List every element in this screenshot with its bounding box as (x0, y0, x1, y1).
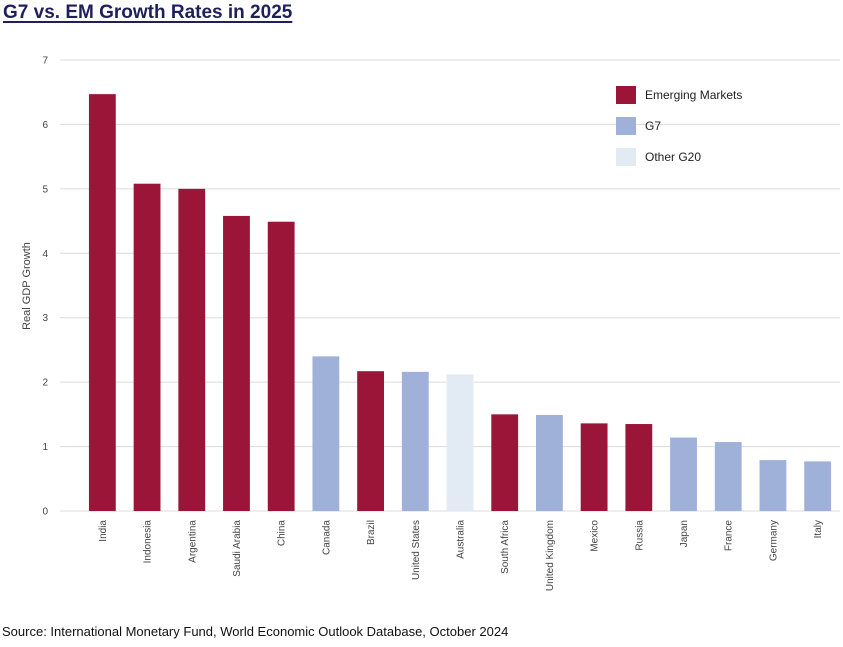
x-tick-label: France (724, 520, 735, 552)
bar (804, 461, 832, 511)
x-tick-label: Argentina (187, 520, 198, 563)
x-tick-label: Russia (634, 520, 645, 551)
x-tick-label: Indonesia (143, 520, 154, 564)
legend-swatch (616, 117, 636, 135)
x-tick-label: United States (411, 520, 422, 580)
bar (401, 371, 429, 511)
bars (88, 94, 832, 512)
x-tick-label: Australia (456, 520, 467, 559)
x-tick-label: Canada (321, 520, 332, 555)
x-tick-label: China (277, 520, 288, 547)
x-tick-label: India (98, 520, 109, 542)
y-tick-label: 7 (42, 56, 48, 67)
bar-chart: 0 1 2 3 4 5 6 7 Real GDP Growth India Indonesia A… (21, 56, 840, 592)
bar (714, 442, 742, 511)
y-tick-label: 4 (42, 249, 48, 260)
x-tick-label: Brazil (366, 520, 377, 545)
y-tick-label: 3 (42, 313, 48, 324)
y-tick-label: 6 (42, 120, 48, 131)
bar (88, 94, 116, 511)
bar (178, 188, 206, 511)
bar (133, 183, 161, 511)
y-axis: 0 1 2 3 4 5 6 7 (42, 56, 48, 518)
legend-label: Emerging Markets (645, 88, 742, 102)
x-tick-label: Germany (768, 520, 779, 561)
bar (536, 415, 563, 511)
y-axis-label: Real GDP Growth (21, 242, 33, 330)
bar (670, 437, 697, 511)
x-tick-label: Japan (679, 520, 690, 547)
source-note: Source: International Monetary Fund, Wor… (2, 624, 509, 639)
legend-label: G7 (645, 119, 661, 133)
legend-label: Other G20 (645, 150, 701, 164)
legend-swatch (616, 86, 636, 104)
bar (357, 371, 384, 511)
x-tick-label: United Kingdom (545, 520, 556, 591)
bar (312, 356, 340, 511)
bar (580, 423, 608, 511)
bar (625, 424, 653, 511)
y-tick-label: 1 (42, 442, 48, 453)
legend: Emerging Markets G7 Other G20 (616, 86, 742, 166)
y-tick-label: 0 (42, 507, 48, 518)
bar (491, 414, 519, 511)
bar (446, 374, 474, 511)
y-tick-label: 5 (42, 184, 48, 195)
x-tick-label: Saudi Arabia (232, 520, 243, 577)
x-tick-label: South Africa (500, 520, 511, 574)
bar (759, 460, 787, 511)
legend-swatch (616, 148, 636, 166)
x-axis: India Indonesia Argentina Saudi Arabia China… (98, 520, 824, 592)
chart-title: G7 vs. EM Growth Rates in 2025 (3, 2, 293, 23)
bar (267, 221, 295, 512)
bar (223, 215, 250, 511)
x-tick-label: Mexico (590, 520, 601, 552)
y-tick-label: 2 (42, 378, 48, 389)
x-tick-label: Italy (813, 520, 824, 538)
